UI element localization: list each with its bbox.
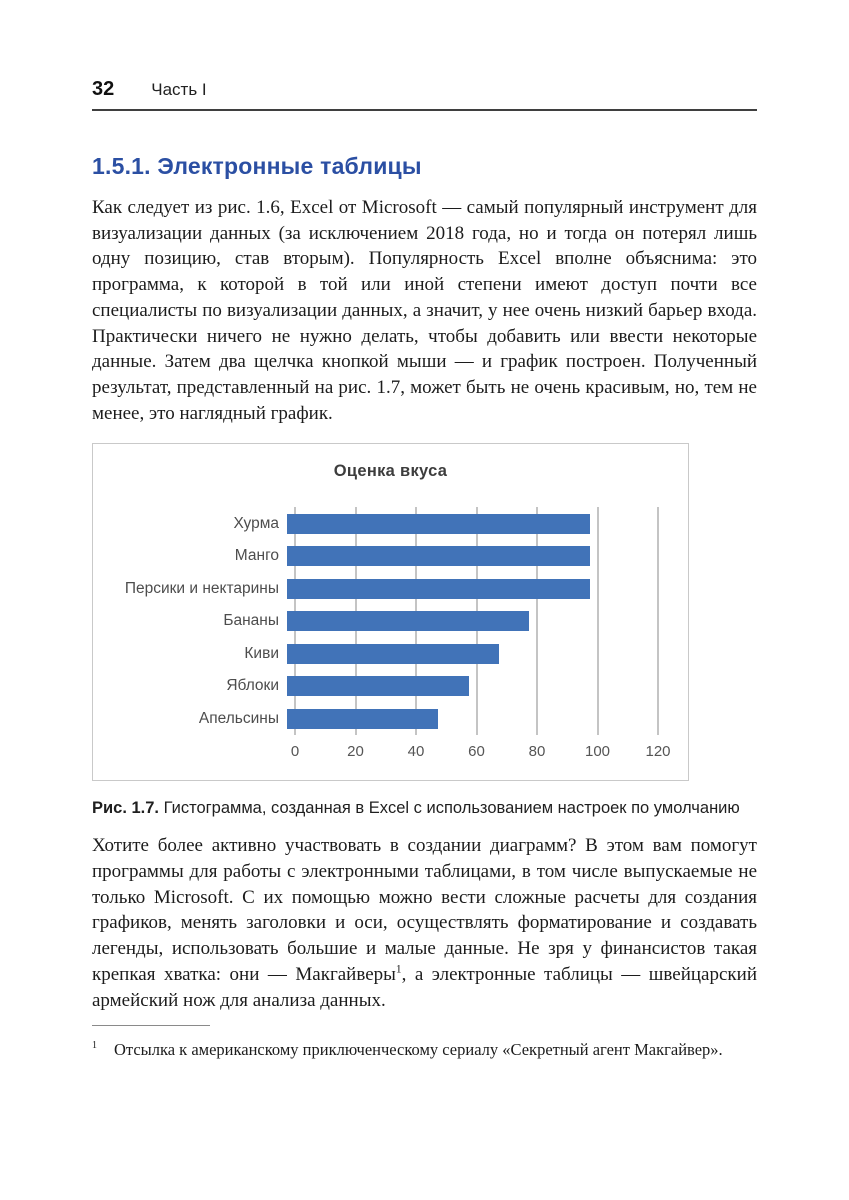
- bar-track: [287, 540, 650, 573]
- chart-canvas: Хурма Манго Персики и нектарины Бананы Киви Я…: [101, 507, 688, 736]
- category-label: Апельсины: [198, 709, 279, 727]
- category-label: Киви: [244, 644, 279, 662]
- category-label: Яблоки: [226, 677, 279, 695]
- chart-row: Киви: [101, 638, 688, 671]
- gridline-100: [597, 507, 598, 736]
- chart-frame: Оценка вкуса Хурма Манго Персики и нектари…: [92, 443, 689, 782]
- x-tick-label: 100: [584, 743, 611, 761]
- footnote: 1 Отсылка к американскому приключенческом…: [92, 1035, 757, 1061]
- x-tick-label: 20: [347, 743, 364, 761]
- category-label: Манго: [234, 547, 279, 565]
- bar: [287, 643, 499, 664]
- category-label: Хурма: [233, 514, 279, 532]
- chart-row: Персики и нектарины: [101, 572, 688, 605]
- page-number: 32: [92, 78, 115, 100]
- chart-row: Манго: [101, 540, 688, 573]
- paragraph-2-text-after: , а электронные таблицы — швейцарский ар…: [92, 963, 757, 1011]
- footnote-divider: [92, 1025, 210, 1027]
- section-heading: 1.5.1. Электронные таблицы: [92, 153, 422, 179]
- paragraph-2: Хотите более активно участвовать в созда…: [92, 833, 757, 1013]
- footnote-text: Отсылка к американскому приключенческому…: [114, 1039, 723, 1059]
- figure-caption-label: Рис. 1.7.: [92, 799, 160, 818]
- x-tick-label: 80: [528, 743, 546, 761]
- running-header: 32 Часть I: [92, 78, 757, 111]
- footnote-reference: 1: [395, 963, 402, 976]
- bar: [287, 513, 590, 534]
- gridline-80: [536, 507, 538, 736]
- chart-row: Бананы: [101, 605, 688, 638]
- bar: [287, 708, 439, 729]
- part-label: Часть I: [151, 80, 207, 99]
- category-label: Бананы: [223, 612, 279, 630]
- chart-rows: Хурма Манго Персики и нектарины Бананы Киви Я…: [101, 507, 688, 735]
- bar: [287, 676, 469, 697]
- paragraph-1: Как следует из рис. 1.6, Excel от Micros…: [92, 197, 757, 424]
- figure-caption: Рис. 1.7. Гистограмма, созданная в Excel…: [92, 799, 757, 818]
- category-label: Персики и нектарины: [124, 579, 279, 597]
- chart-title: Оценка вкуса: [333, 462, 448, 481]
- bar-chart-figure: Оценка вкуса Хурма Манго Персики и нектари…: [92, 443, 757, 782]
- bar-track: [287, 670, 650, 703]
- gridline-120: [657, 507, 659, 736]
- bar-track: [287, 507, 650, 540]
- bar: [287, 611, 529, 632]
- chart-row: Яблоки: [101, 670, 688, 703]
- footnote-marker: 1: [92, 1040, 97, 1052]
- x-tick-label: 40: [407, 743, 425, 761]
- chart-x-axis: 0 20 40 60 80 100 120: [291, 743, 671, 765]
- x-tick-label: 0: [290, 743, 300, 761]
- bar-track: [287, 703, 650, 736]
- chart-row: Хурма: [101, 507, 688, 540]
- bar: [287, 578, 590, 599]
- bar-track: [287, 605, 650, 638]
- bar: [287, 546, 590, 567]
- x-tick-label: 120: [645, 743, 671, 761]
- x-tick-label: 60: [468, 743, 485, 761]
- chart-row: Апельсины: [101, 703, 688, 736]
- bar-track: [287, 638, 650, 671]
- paragraph-2-text: Хотите более активно участвовать в созда…: [92, 835, 757, 985]
- bar-track: [287, 572, 650, 605]
- figure-caption-text: Гистограмма, созданная в Excel с использ…: [159, 799, 740, 818]
